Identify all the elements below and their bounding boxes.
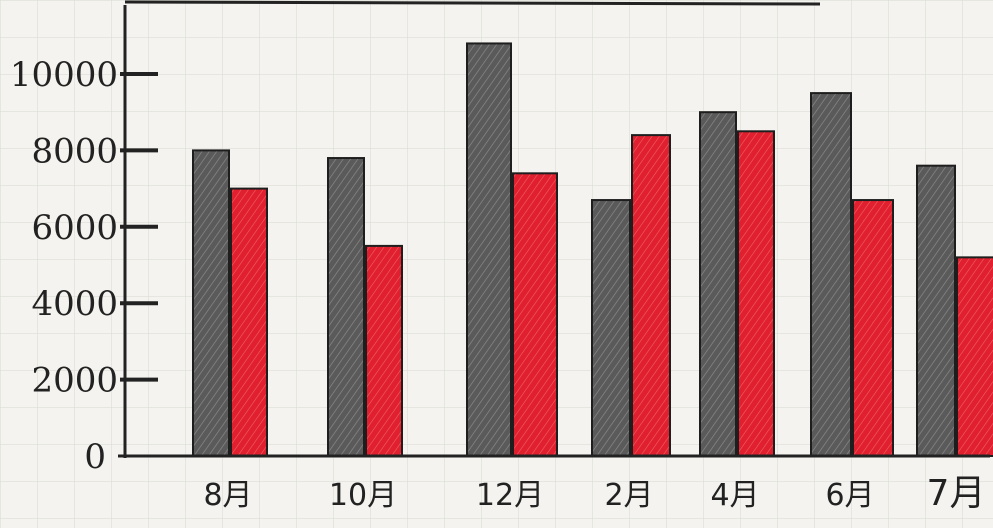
x-category-label: 4月 [710,478,759,513]
x-axis-labels: 8月 10月 12月 2月 4月 6月 7月 [203,473,985,514]
bar-red-2 [512,172,558,457]
top-border-line [124,0,821,6]
y-tick-label: 10000 [10,55,118,95]
y-axis-ticks: 0 2000 4000 6000 8000 10000 [10,55,158,477]
x-category-label: 7月 [927,473,986,514]
x-category-label: 8月 [203,478,252,513]
bar-red-6 [956,256,993,457]
bar-gray-6 [916,164,956,457]
x-category-label: 2月 [604,478,653,513]
x-category-label: 6月 [825,478,874,513]
bar-red-0 [230,187,268,457]
x-category-label: 12月 [476,478,544,513]
bar-gray-5 [810,92,852,457]
x-category-label: 10月 [329,478,397,513]
bar-gray-0 [192,149,230,457]
y-tick-label: 8000 [31,131,118,171]
y-tick-label: 6000 [31,208,118,248]
bar-red-1 [365,244,403,457]
bar-gray-3 [591,199,631,457]
bar-gray-2 [466,42,512,457]
bar-gray-4 [699,111,737,457]
bars-layer [192,42,993,458]
bar-red-3 [631,134,671,457]
bar-red-4 [737,130,775,458]
y-tick-label: 4000 [31,284,118,324]
bar-red-5 [852,199,894,457]
bar-gray-1 [327,157,365,457]
y-tick-label: 2000 [31,361,118,401]
y-tick-label: 0 [84,437,106,477]
